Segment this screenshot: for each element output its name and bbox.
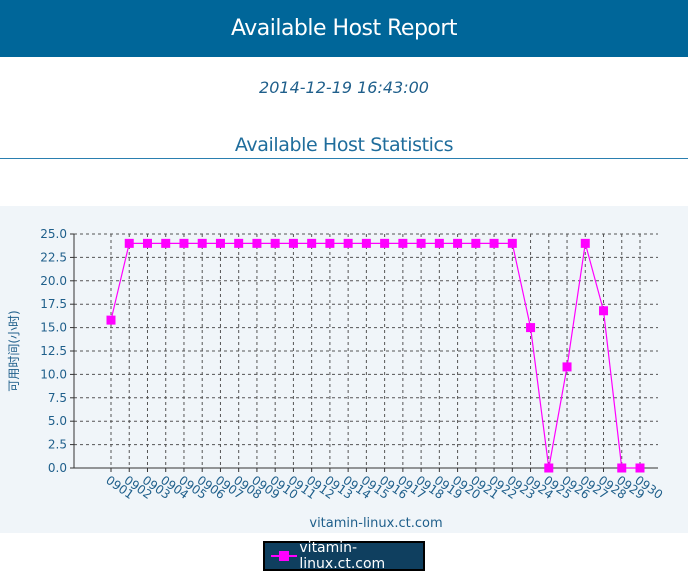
data-point	[124, 238, 134, 248]
data-point	[398, 238, 408, 248]
report-header: Available Host Report	[0, 0, 688, 57]
data-point	[234, 238, 244, 248]
legend-label: vitamin-linux.ct.com	[299, 540, 386, 572]
data-point	[179, 238, 189, 248]
legend-marker-icon	[271, 551, 297, 561]
x-axis-label: vitamin-linux.ct.com	[309, 516, 442, 531]
data-point	[361, 238, 371, 248]
y-tick-label: 22.5	[40, 250, 67, 264]
data-point	[161, 238, 171, 248]
y-tick-label: 10.0	[40, 367, 67, 381]
data-point	[307, 238, 317, 248]
section-title: Available Host Statistics	[234, 134, 454, 156]
y-tick-label: 25.0	[40, 227, 67, 241]
y-tick-label: 2.5	[48, 438, 67, 452]
y-tick-label: 7.5	[48, 391, 67, 405]
data-point	[489, 238, 499, 248]
series-line	[110, 242, 640, 469]
y-tick-label: 15.0	[40, 321, 67, 335]
data-point	[544, 463, 554, 473]
y-tick-label: 0.0	[48, 461, 67, 475]
data-point	[197, 238, 207, 248]
data-point	[252, 238, 262, 248]
data-point	[599, 306, 609, 316]
data-point	[416, 238, 426, 248]
report-title: Available Host Report	[230, 16, 458, 41]
data-point	[562, 362, 572, 372]
data-point	[617, 463, 627, 473]
chart-panel: 0.0 2.5 5.0 7.5 10.0 12.5 15.0 17.5 20.0 22.5 25.0…	[0, 206, 688, 533]
data-point	[453, 238, 463, 248]
data-point	[288, 238, 298, 248]
data-point	[526, 323, 536, 333]
x-tick-labels: 0901090209030904090509060907090809090910…	[103, 468, 665, 502]
data-point	[343, 238, 353, 248]
y-tick-label: 5.0	[48, 414, 67, 428]
data-point	[142, 238, 152, 248]
data-point	[106, 315, 116, 325]
data-point	[635, 463, 645, 473]
section-divider	[0, 158, 688, 159]
y-tick-label: 12.5	[40, 344, 67, 358]
data-point	[434, 238, 444, 248]
data-point	[580, 238, 590, 248]
report-timestamp: 2014-12-19 16:43:00	[259, 78, 429, 97]
availability-line-chart: 0.0 2.5 5.0 7.5 10.0 12.5 15.0 17.5 20.0 22.5 25.0…	[7, 227, 665, 531]
data-point	[507, 238, 517, 248]
data-point	[215, 238, 225, 248]
grid-lines: 0.0 2.5 5.0 7.5 10.0 12.5 15.0 17.5 20.0 22.5 25.0	[40, 227, 658, 475]
data-point	[380, 238, 390, 248]
y-tick-label: 17.5	[40, 297, 67, 311]
y-axis-label: 可用时间(小时)	[7, 310, 21, 391]
data-point	[270, 238, 280, 248]
y-tick-label: 20.0	[40, 274, 67, 288]
data-point	[325, 238, 335, 248]
series-line	[106, 238, 645, 473]
chart-legend[interactable]: vitamin-linux.ct.com	[263, 540, 425, 572]
data-point	[471, 238, 481, 248]
